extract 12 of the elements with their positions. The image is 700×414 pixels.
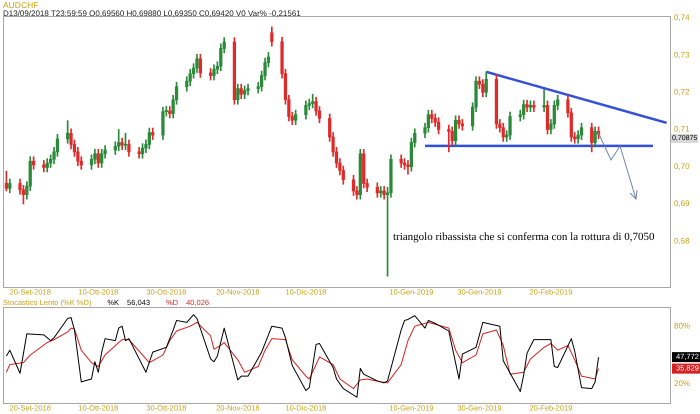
y-tick-label: 0,70 <box>674 162 690 171</box>
annotation: triangolo ribassista che si conferma con la rottura di 0,7050 <box>393 231 654 243</box>
y-tick-label: 80% <box>674 321 690 330</box>
chart-subtitle: D13/09/2018 T23:59:59 O0,69560 H0,69880 L0,69350 C0,69420 V0 Var% -0,21561 <box>3 9 301 18</box>
y-tick-label: 0,74 <box>674 13 690 22</box>
y-tick-label: 0,69 <box>674 199 690 208</box>
y-tick-label: 0,72 <box>674 88 690 97</box>
y-tick-label: 0,73 <box>674 50 690 60</box>
y-tick-label: 0,71 <box>674 124 690 134</box>
y-tick-label: 20% <box>674 379 690 388</box>
y-tick-label: 0,68 <box>674 236 690 246</box>
chart-title: AUDCHF <box>3 0 38 10</box>
